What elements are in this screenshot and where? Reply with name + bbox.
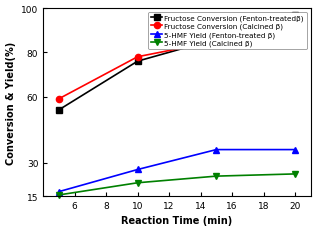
5-HMF Yield (Fenton-treated β) <box>214 149 218 151</box>
Fructose Conversion (Fenton-treatedβ) <box>293 14 297 17</box>
Fructose Conversion (Fenton-treatedβ) <box>57 109 61 112</box>
Line: 5-HMF Yield (Fenton-treated β): 5-HMF Yield (Fenton-treated β) <box>56 147 298 195</box>
Fructose Conversion (Calcined β) <box>136 56 140 59</box>
5-HMF Yield (Calcined β) <box>136 182 140 184</box>
5-HMF Yield (Fenton-treated β) <box>136 168 140 171</box>
X-axis label: Reaction Time (min): Reaction Time (min) <box>121 216 233 225</box>
5-HMF Yield (Fenton-treated β) <box>57 190 61 193</box>
5-HMF Yield (Fenton-treated β) <box>293 149 297 151</box>
Legend: Fructose Conversion (Fenton-treatedβ), Fructose Conversion (Calcined β), 5-HMF Y: Fructose Conversion (Fenton-treatedβ), F… <box>149 13 307 50</box>
Fructose Conversion (Calcined β) <box>293 27 297 30</box>
Fructose Conversion (Calcined β) <box>57 98 61 101</box>
Line: Fructose Conversion (Calcined β): Fructose Conversion (Calcined β) <box>56 26 298 102</box>
5-HMF Yield (Calcined β) <box>293 173 297 176</box>
Line: 5-HMF Yield (Calcined β): 5-HMF Yield (Calcined β) <box>56 171 298 198</box>
Fructose Conversion (Fenton-treatedβ) <box>136 61 140 63</box>
Fructose Conversion (Calcined β) <box>214 41 218 43</box>
Fructose Conversion (Fenton-treatedβ) <box>214 38 218 41</box>
5-HMF Yield (Calcined β) <box>214 175 218 178</box>
5-HMF Yield (Calcined β) <box>57 194 61 196</box>
Y-axis label: Conversion & Yield(%): Conversion & Yield(%) <box>5 41 16 164</box>
Line: Fructose Conversion (Fenton-treatedβ): Fructose Conversion (Fenton-treatedβ) <box>56 12 298 113</box>
